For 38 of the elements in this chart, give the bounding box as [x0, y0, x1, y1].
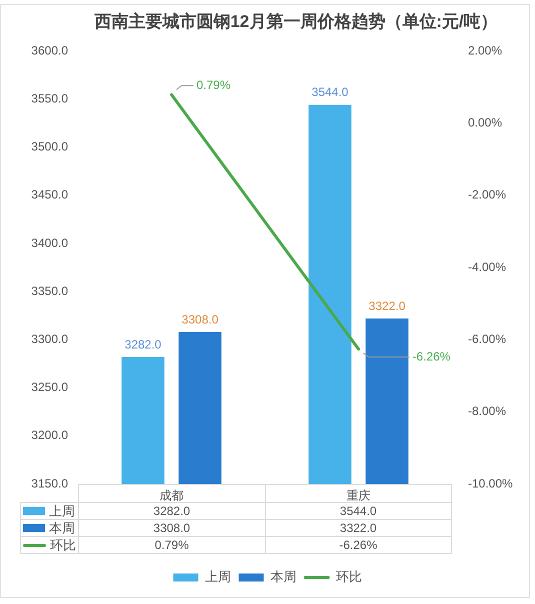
data-label: 3322.0 [265, 520, 452, 536]
y2-tick-label: -8.00% [468, 404, 506, 418]
x-tick-label: 重庆 [346, 488, 370, 503]
text: 3322.0 [368, 298, 406, 313]
data-label: -6.26% [265, 536, 452, 554]
x-tick-label: 成都 [160, 488, 184, 503]
data-label: 3308.0 [78, 520, 265, 536]
text: 3308.0 [182, 312, 218, 326]
y-tick-label: 3500.0 [31, 140, 68, 154]
data-label: 0.79% [78, 536, 265, 554]
text: 0.79% [196, 78, 231, 92]
text: 本周 [49, 520, 75, 536]
data-label: 3282.0 [78, 502, 265, 520]
text: 3544.0 [312, 85, 348, 100]
data-label: 3544.0 [265, 502, 452, 520]
y2-tick-label: 0.00% [468, 115, 502, 130]
y2-tick-label: 2.00% [468, 43, 502, 58]
y2-tick-label: -4.00% [468, 260, 506, 274]
y-tick-label: 3400.0 [31, 236, 68, 250]
chart-title: 西南主要城市圆钢12月第一周价格趋势（单位:元/吨） [93, 11, 499, 33]
y-tick-label: 3450.0 [31, 188, 68, 202]
text: 上周 [49, 504, 75, 519]
y-tick-label: 3250.0 [31, 380, 68, 394]
y-tick-label: 3550.0 [31, 91, 68, 106]
y-tick-label: 3600.0 [31, 43, 68, 58]
y2-tick-label: -2.00% [468, 188, 506, 202]
y2-tick-label: -6.00% [468, 332, 506, 346]
y-tick-label: 3350.0 [31, 284, 68, 298]
text: 3282.0 [124, 337, 162, 352]
y-tick-label: 3200.0 [31, 428, 68, 442]
text: 环比 [336, 569, 362, 584]
text: -6.26% [412, 349, 450, 364]
legend-label: 本周 [270, 569, 296, 584]
y-tick-label: 3150.0 [31, 476, 68, 490]
y2-tick-label: -10.00% [468, 476, 514, 490]
y-tick-label: 3300.0 [31, 332, 68, 346]
legend-label: 环比 [50, 538, 76, 553]
legend-label: 上周 [204, 569, 231, 584]
